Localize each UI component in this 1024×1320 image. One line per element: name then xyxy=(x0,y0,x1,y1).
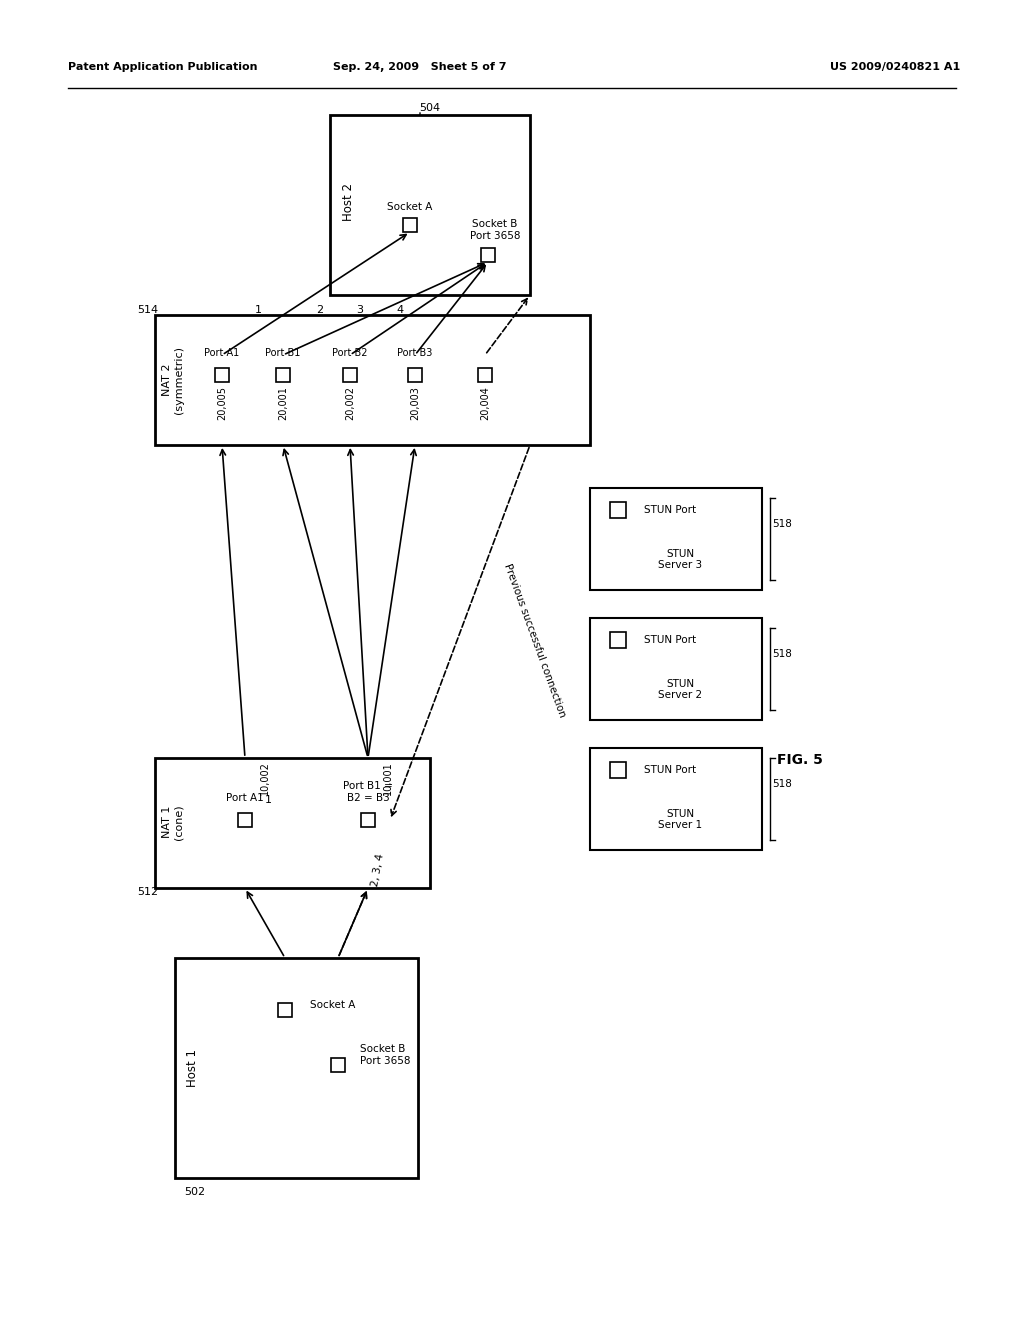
Text: STUN
Server 2: STUN Server 2 xyxy=(658,678,702,700)
Bar xyxy=(610,632,626,648)
Bar xyxy=(590,618,762,719)
Text: Patent Application Publication: Patent Application Publication xyxy=(68,62,257,73)
Bar xyxy=(610,502,626,517)
Bar xyxy=(331,1059,345,1072)
Text: Socket B
Port 3658: Socket B Port 3658 xyxy=(360,1044,411,1065)
Bar xyxy=(330,115,530,294)
Text: Port B3: Port B3 xyxy=(397,348,433,358)
Text: 1: 1 xyxy=(255,305,261,315)
Text: Socket A: Socket A xyxy=(387,202,433,213)
Text: STUN Port: STUN Port xyxy=(644,506,696,515)
Bar xyxy=(403,218,417,232)
Bar xyxy=(175,958,418,1177)
Text: 504: 504 xyxy=(420,103,440,114)
Bar xyxy=(610,762,626,777)
Text: 20,002: 20,002 xyxy=(345,385,355,420)
Bar xyxy=(276,368,290,381)
Text: 512: 512 xyxy=(137,887,159,898)
Text: Previous successful connection: Previous successful connection xyxy=(503,562,567,718)
Bar xyxy=(278,1003,292,1016)
Text: FIG. 5: FIG. 5 xyxy=(777,752,823,767)
Text: Socket A: Socket A xyxy=(310,1001,355,1010)
Bar xyxy=(408,368,422,381)
Text: 514: 514 xyxy=(137,305,159,315)
Text: Port B1 =
B2 = B3: Port B1 = B2 = B3 xyxy=(343,781,393,803)
Text: 20,003: 20,003 xyxy=(410,385,420,420)
Text: Socket B
Port 3658: Socket B Port 3658 xyxy=(470,219,520,240)
Bar xyxy=(238,813,252,828)
Text: STUN Port: STUN Port xyxy=(644,635,696,645)
Text: 518: 518 xyxy=(772,648,792,659)
Text: STUN
Server 3: STUN Server 3 xyxy=(658,549,702,570)
Text: Port B1: Port B1 xyxy=(265,348,301,358)
Text: 20,001: 20,001 xyxy=(278,385,288,420)
Text: 2: 2 xyxy=(316,305,324,315)
Bar xyxy=(478,368,492,381)
Bar xyxy=(590,748,762,850)
Text: Host 1: Host 1 xyxy=(186,1049,200,1086)
Bar xyxy=(155,315,590,445)
Text: STUN
Server 1: STUN Server 1 xyxy=(658,809,702,830)
Text: US 2009/0240821 A1: US 2009/0240821 A1 xyxy=(829,62,961,73)
Bar xyxy=(215,368,229,381)
Text: 1: 1 xyxy=(264,795,271,805)
Text: STUN Port: STUN Port xyxy=(644,766,696,775)
Text: NAT 1
(cone): NAT 1 (cone) xyxy=(162,804,183,840)
Bar xyxy=(481,248,495,261)
Text: 518: 518 xyxy=(772,519,792,529)
Text: Sep. 24, 2009   Sheet 5 of 7: Sep. 24, 2009 Sheet 5 of 7 xyxy=(333,62,507,73)
Text: Port B2: Port B2 xyxy=(332,348,368,358)
Text: 20,004: 20,004 xyxy=(480,385,490,420)
Text: 10,001: 10,001 xyxy=(383,762,393,795)
Bar xyxy=(361,813,375,828)
Text: Host 2: Host 2 xyxy=(341,183,354,220)
Text: 20,005: 20,005 xyxy=(217,385,227,420)
Text: 3: 3 xyxy=(356,305,364,315)
Text: 518: 518 xyxy=(772,779,792,789)
Bar xyxy=(343,368,357,381)
Bar xyxy=(590,488,762,590)
Bar xyxy=(155,758,430,888)
Text: 4: 4 xyxy=(396,305,403,315)
Text: 502: 502 xyxy=(184,1187,206,1197)
Text: NAT 2
(symmetric): NAT 2 (symmetric) xyxy=(162,346,183,414)
Text: Port A1: Port A1 xyxy=(226,793,264,803)
Text: Port A1: Port A1 xyxy=(205,348,240,358)
Text: 2, 3, 4: 2, 3, 4 xyxy=(371,853,386,887)
Text: 10,002: 10,002 xyxy=(260,762,270,795)
